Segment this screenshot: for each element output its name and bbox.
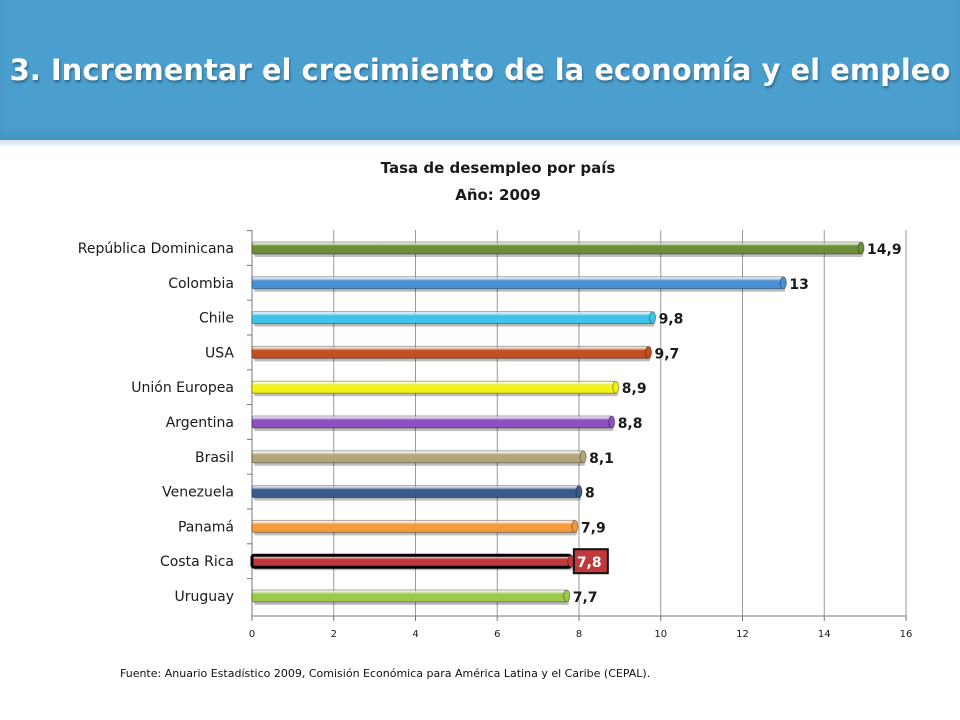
bar-uruguay [251, 589, 568, 603]
value-label: 14,9 [867, 242, 902, 258]
bar-usa [251, 345, 649, 359]
bar-end-cap [575, 485, 583, 499]
category-label: Costa Rica [160, 554, 234, 570]
x-tick-label: 10 [654, 629, 667, 640]
bar-end-cap [579, 450, 587, 464]
source-note: Fuente: Anuario Estadístico 2009, Comisi… [120, 667, 651, 680]
x-tick-label: 2 [331, 629, 337, 640]
bar-end-cap [608, 415, 616, 429]
bar-end-cap [857, 241, 865, 255]
category-label: Unión Europea [131, 380, 234, 396]
category-label: Chile [199, 311, 234, 327]
x-tick-label: 6 [494, 629, 500, 640]
x-tick-label: 14 [818, 629, 831, 640]
page-title: 3. Incrementar el crecimiento de la econ… [9, 53, 951, 87]
x-tick-label: 0 [249, 629, 255, 640]
category-label: Panamá [178, 519, 234, 535]
category-label: Argentina [166, 415, 234, 431]
bar-panam- [251, 519, 576, 533]
bar-end-cap [779, 276, 787, 290]
chart-title: Tasa de desempleo por país [381, 159, 616, 177]
bar-rep-blica-dominicana [251, 241, 862, 255]
bar-costa-rica [250, 553, 573, 569]
bar-end-cap [571, 519, 579, 533]
x-tick-label: 12 [736, 629, 749, 640]
x-tick-label: 8 [576, 629, 582, 640]
bar-uni-n-europea [251, 380, 617, 394]
category-label: Colombia [168, 276, 234, 292]
value-label: 7,8 [577, 555, 602, 571]
x-tick-label: 16 [900, 629, 913, 640]
bar-chile [251, 311, 654, 325]
bar-venezuela [251, 485, 580, 499]
header-shadow [0, 140, 960, 148]
bar-brasil [251, 450, 584, 464]
category-label: República Dominicana [78, 241, 234, 257]
bar-end-cap [612, 380, 620, 394]
category-label: Brasil [195, 450, 234, 466]
x-tick-label: 4 [412, 629, 418, 640]
labels: 0 2 4 6 8 10 12 14 16 República Dominicana 14,9 Col… [78, 241, 913, 640]
unemployment-chart: Tasa de desempleo por país Año: 2009 0 2 4… [78, 159, 913, 640]
value-label: 8 [585, 486, 595, 502]
value-label: 8,1 [589, 451, 614, 467]
bar-end-cap [563, 589, 571, 603]
bar-end-cap [649, 311, 657, 325]
value-label: 13 [789, 277, 808, 293]
highlight-label-box [572, 548, 609, 575]
category-label: Uruguay [175, 589, 235, 605]
value-label: 9,8 [659, 312, 684, 328]
value-label: 7,7 [573, 590, 598, 606]
value-label: 8,9 [622, 381, 647, 397]
header-banner: 3. Incrementar el crecimiento de la econ… [0, 0, 960, 140]
bar-argentina [251, 415, 613, 429]
value-label: 9,7 [654, 346, 679, 362]
value-label: 8,8 [618, 416, 643, 432]
category-label: USA [205, 345, 234, 361]
bars [250, 241, 865, 605]
bar-colombia [251, 276, 784, 290]
category-label: Venezuela [162, 485, 234, 501]
value-label: 7,9 [581, 520, 606, 536]
chart-subtitle: Año: 2009 [455, 186, 541, 204]
bar-end-cap [644, 345, 652, 359]
